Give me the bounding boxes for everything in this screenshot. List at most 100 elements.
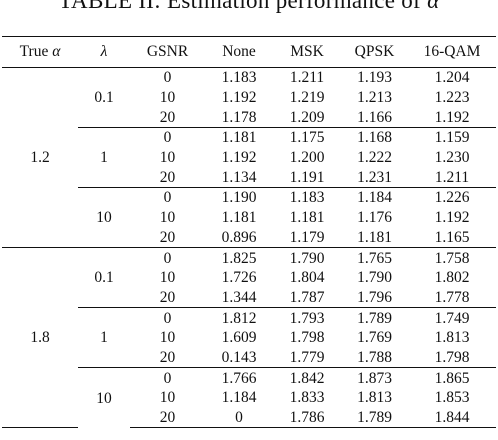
qam16-cell: 1.192 xyxy=(434,209,470,227)
table-row: 10 1.184 1.833 1.813 1.853 xyxy=(2,388,496,408)
table-caption: TABLE II: Estimation performance of α xyxy=(0,0,498,14)
qam16-cell: 1.844 xyxy=(408,407,496,429)
table-row: 10 1.192 1.200 1.222 1.230 xyxy=(2,148,496,168)
gsnr-cell: 20 xyxy=(159,168,176,186)
table-row: 1.8 0.1 0 1.825 1.790 1.765 1.758 xyxy=(2,247,496,429)
qpsk-cell: 1.213 xyxy=(357,89,392,107)
gsnr-cell: 10 xyxy=(159,89,176,107)
qpsk-cell: 1.184 xyxy=(341,187,408,208)
header-lambda: λ xyxy=(78,36,130,68)
lambda-cell: 10 xyxy=(78,187,130,248)
none-cell: 0.143 xyxy=(221,348,257,366)
header-none: None xyxy=(205,36,273,68)
table-row: 20 0.896 1.179 1.181 1.165 xyxy=(2,228,496,248)
none-cell: 1.181 xyxy=(221,209,257,227)
table-row: 1.2 0.1 0 1.183 1.211 1.193 1.204 xyxy=(2,68,496,166)
none-cell: 1.192 xyxy=(221,89,257,107)
true-alpha-cell: 1.2 xyxy=(30,149,50,167)
msk-cell: 1.804 xyxy=(289,269,325,287)
header-true-alpha: True α xyxy=(2,36,78,68)
msk-cell: 1.798 xyxy=(289,329,325,347)
msk-cell: 1.219 xyxy=(289,89,325,107)
lambda-cell: 1 xyxy=(78,127,130,188)
msk-cell: 1.209 xyxy=(289,108,325,126)
table-row: 20 1.344 1.787 1.796 1.778 xyxy=(2,288,496,308)
msk-cell: 1.793 xyxy=(273,307,341,328)
table-row: 1 0 1.181 1.175 1.168 1.159 xyxy=(2,127,496,188)
header-qpsk: QPSK xyxy=(341,36,408,68)
table-row: 20 1.134 1.191 1.231 1.211 xyxy=(2,167,496,187)
none-cell: 1.825 xyxy=(205,247,273,268)
qam16-cell: 1.798 xyxy=(434,348,470,366)
gsnr-cell: 10 xyxy=(159,329,176,347)
gsnr-cell: 10 xyxy=(159,209,176,227)
qam16-cell: 1.853 xyxy=(434,389,470,407)
gsnr-cell: 20 xyxy=(159,108,176,126)
qpsk-cell: 1.788 xyxy=(357,348,392,366)
msk-cell: 1.790 xyxy=(273,247,341,268)
table-row: 10 1.726 1.804 1.790 1.802 xyxy=(2,268,496,288)
table-row: 10 1.609 1.798 1.769 1.813 xyxy=(2,328,496,348)
qam16-cell: 1.813 xyxy=(434,329,470,347)
table-row: 10 0 1.190 1.183 1.184 1.226 xyxy=(2,187,496,248)
qpsk-cell: 1.168 xyxy=(341,127,408,148)
qpsk-cell: 1.176 xyxy=(357,209,392,227)
qpsk-cell: 1.181 xyxy=(357,228,392,246)
gsnr-cell: 20 xyxy=(159,288,176,306)
qpsk-cell: 1.813 xyxy=(357,389,392,407)
gsnr-cell: 10 xyxy=(159,149,176,167)
qam16-cell: 1.749 xyxy=(408,307,496,328)
estimation-table: True α λ GSNR None MSK QPSK 16-QAM 1.2 0.… xyxy=(2,36,496,429)
table-row: 20 0 1.786 1.789 1.844 xyxy=(2,407,496,429)
table-row: 10 1.181 1.181 1.176 1.192 xyxy=(2,208,496,228)
qam16-cell: 1.758 xyxy=(408,247,496,268)
qam16-cell: 1.204 xyxy=(434,69,470,87)
table-row: 20 0.143 1.779 1.788 1.798 xyxy=(2,348,496,368)
none-cell: 1.609 xyxy=(221,329,257,347)
gsnr-cell: 20 xyxy=(159,228,176,246)
qpsk-cell: 1.789 xyxy=(341,407,408,429)
qpsk-cell: 1.769 xyxy=(357,329,392,347)
none-cell: 1.192 xyxy=(221,149,257,167)
table-row: 10 0 1.766 1.842 1.873 1.865 xyxy=(2,367,496,428)
gsnr-cell: 10 xyxy=(159,269,176,287)
qpsk-cell: 1.222 xyxy=(357,149,392,167)
lambda-cell: 0.1 xyxy=(78,247,130,308)
msk-cell: 1.200 xyxy=(289,149,325,167)
none-cell: 1.181 xyxy=(205,127,273,148)
table-row: 20 1.178 1.209 1.166 1.192 xyxy=(2,107,496,127)
none-cell: 1.766 xyxy=(205,367,273,388)
true-alpha-cell: 1.8 xyxy=(2,247,78,429)
none-cell: 1.344 xyxy=(221,288,257,306)
none-cell: 0 xyxy=(205,407,273,429)
gsnr-cell: 0 xyxy=(130,187,205,208)
gsnr-cell: 20 xyxy=(130,407,205,429)
msk-cell: 1.181 xyxy=(289,209,325,227)
msk-cell: 1.787 xyxy=(289,288,325,306)
none-cell: 1.134 xyxy=(221,168,257,186)
qam16-cell: 1.192 xyxy=(434,108,470,126)
gsnr-cell: 0 xyxy=(130,247,205,268)
qpsk-cell: 1.796 xyxy=(357,288,392,306)
msk-cell: 1.842 xyxy=(273,367,341,388)
header-gsnr: GSNR xyxy=(130,36,205,68)
table-row: 10 1.192 1.219 1.213 1.223 xyxy=(2,88,496,108)
header-16qam: 16-QAM xyxy=(408,36,496,68)
qam16-cell: 1.802 xyxy=(434,269,470,287)
gsnr-cell: 0 xyxy=(163,69,172,87)
none-cell: 1.726 xyxy=(221,269,257,287)
lambda-cell: 10 xyxy=(78,367,130,428)
qam16-cell: 1.159 xyxy=(408,127,496,148)
msk-cell: 1.179 xyxy=(289,228,325,246)
none-cell: 1.184 xyxy=(221,389,257,407)
qam16-cell: 1.165 xyxy=(434,228,470,246)
qpsk-cell: 1.873 xyxy=(341,367,408,388)
none-cell: 1.812 xyxy=(205,307,273,328)
qam16-cell: 1.865 xyxy=(408,367,496,388)
gsnr-cell: 20 xyxy=(159,348,176,366)
header-row: True α λ GSNR None MSK QPSK 16-QAM xyxy=(2,36,496,68)
qpsk-cell: 1.166 xyxy=(357,108,392,126)
qam16-cell: 1.211 xyxy=(434,168,470,186)
qam16-cell: 1.230 xyxy=(434,149,470,167)
qam16-cell: 1.223 xyxy=(434,89,470,107)
